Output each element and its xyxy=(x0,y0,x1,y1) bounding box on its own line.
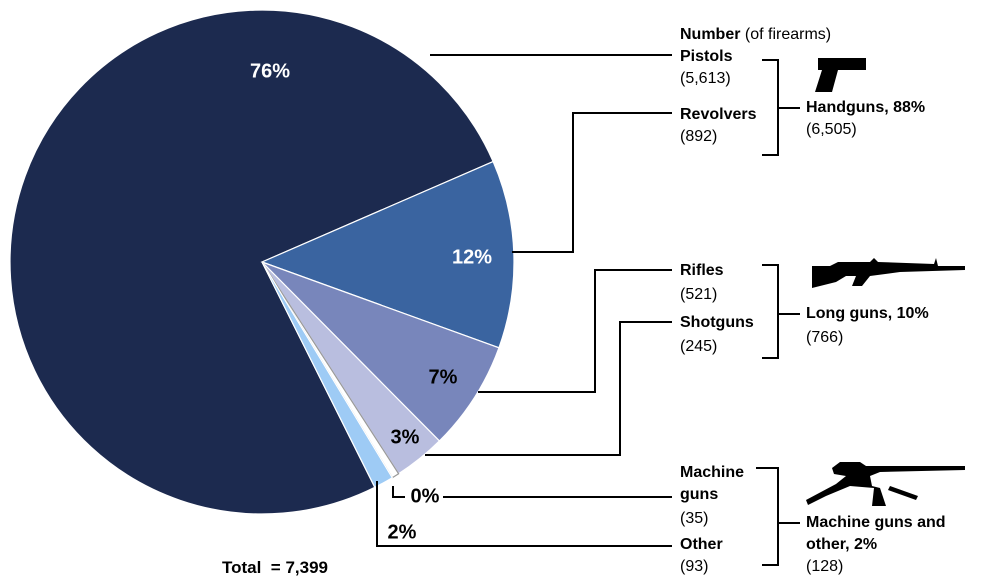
pie xyxy=(10,10,514,514)
chart: 76% 12% 7% 3% 0% 2% xyxy=(0,0,985,580)
group-label: Handguns, 88% xyxy=(806,97,981,119)
count-label: (892) xyxy=(680,126,717,148)
category-label: Pistols xyxy=(680,46,732,68)
category-label: Rifles xyxy=(680,260,724,282)
page: 76% 12% 7% 3% 0% 2% Number (of firearms) Tota… xyxy=(0,0,985,580)
count-label: (35) xyxy=(680,508,708,530)
percent-label: 7% xyxy=(429,366,458,388)
legend-subtitle: (of firearms) xyxy=(745,26,831,43)
percent-label: 0% xyxy=(411,485,440,507)
count-label: (245) xyxy=(680,336,717,358)
group-count: (6,505) xyxy=(806,119,857,141)
percent-label: 12% xyxy=(452,246,492,268)
category-label: Shotguns xyxy=(680,312,754,334)
category-label: Machine guns xyxy=(680,462,760,506)
group-label: Long guns, 10% xyxy=(806,303,981,325)
count-label: (93) xyxy=(680,556,708,578)
group-count: (128) xyxy=(806,556,843,578)
group-label: Machine guns and other, 2% xyxy=(806,512,981,556)
count-label: (5,613) xyxy=(680,68,731,90)
group-count: (766) xyxy=(806,327,843,349)
category-label: Other xyxy=(680,534,723,556)
count-label: (521) xyxy=(680,284,717,306)
total-label: Total = 7,399 xyxy=(222,557,328,579)
percent-label: 76% xyxy=(250,60,290,82)
legend-title: Number xyxy=(680,26,740,43)
percent-label: 3% xyxy=(391,426,420,448)
percent-label: 2% xyxy=(388,521,417,543)
category-label: Revolvers xyxy=(680,104,757,126)
